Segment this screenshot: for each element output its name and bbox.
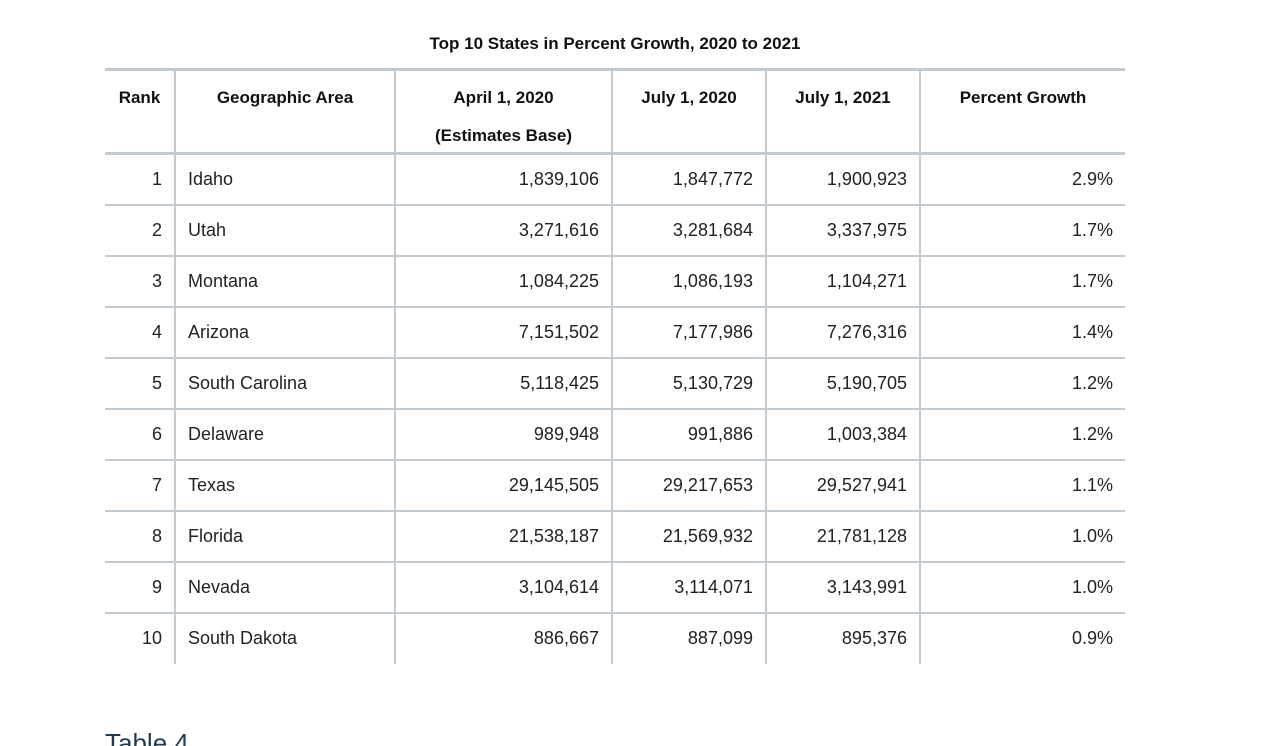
cell-april-2020: 7,151,502 bbox=[394, 306, 612, 358]
cell-april-2020: 3,104,614 bbox=[394, 561, 612, 613]
header-geographic-area: Geographic Area bbox=[174, 69, 395, 154]
header-april-2020-line2: (Estimates Base) bbox=[434, 126, 572, 145]
cell-area: Utah bbox=[174, 204, 395, 256]
table-header: Rank Geographic Area April 1, 2020 (Esti… bbox=[105, 69, 1125, 154]
cell-july-2021: 3,337,975 bbox=[765, 204, 920, 256]
cell-july-2020: 21,569,932 bbox=[611, 510, 766, 562]
table-row: 2 Utah 3,271,616 3,281,684 3,337,975 1.7… bbox=[105, 204, 1125, 256]
table-row: 9 Nevada 3,104,614 3,114,071 3,143,991 1… bbox=[105, 561, 1125, 613]
cell-july-2021: 29,527,941 bbox=[765, 459, 920, 511]
cell-rank: 10 bbox=[141, 628, 162, 648]
cell-rank: 3 bbox=[151, 270, 162, 291]
cell-area: South Dakota bbox=[174, 612, 395, 664]
cell-rank: 9 bbox=[151, 576, 162, 597]
cell-percent-growth: 1.0% bbox=[919, 561, 1125, 613]
cell-rank: 1 bbox=[151, 168, 162, 189]
table-row: 6 Delaware 989,948 991,886 1,003,384 1.2… bbox=[105, 408, 1125, 460]
header-july-2021: July 1, 2021 bbox=[765, 69, 920, 154]
cell-july-2021: 5,190,705 bbox=[765, 357, 920, 409]
cell-area: Montana bbox=[174, 255, 395, 307]
cell-april-2020: 29,145,505 bbox=[394, 459, 612, 511]
header-july-2020: July 1, 2020 bbox=[611, 69, 766, 154]
cell-percent-growth: 1.2% bbox=[919, 357, 1125, 409]
cell-april-2020: 21,538,187 bbox=[394, 510, 612, 562]
cell-area: South Carolina bbox=[174, 357, 395, 409]
cell-july-2021: 7,276,316 bbox=[765, 306, 920, 358]
cell-july-2020: 1,086,193 bbox=[611, 255, 766, 307]
cell-july-2021: 1,104,271 bbox=[765, 255, 920, 307]
cell-july-2021: 1,900,923 bbox=[765, 153, 920, 205]
table-row: 7 Texas 29,145,505 29,217,653 29,527,941… bbox=[105, 459, 1125, 511]
cell-july-2020: 29,217,653 bbox=[611, 459, 766, 511]
cell-percent-growth: 0.9% bbox=[919, 612, 1125, 664]
cell-july-2021: 1,003,384 bbox=[765, 408, 920, 460]
header-row: Rank Geographic Area April 1, 2020 (Esti… bbox=[105, 69, 1125, 154]
header-rank: Rank bbox=[118, 88, 161, 107]
cell-april-2020: 3,271,616 bbox=[394, 204, 612, 256]
cell-july-2020: 3,281,684 bbox=[611, 204, 766, 256]
cell-july-2020: 887,099 bbox=[611, 612, 766, 664]
cell-area: Texas bbox=[174, 459, 395, 511]
next-table-heading: Table 4 bbox=[105, 728, 189, 746]
table-row: 1 Idaho 1,839,106 1,847,772 1,900,923 2.… bbox=[105, 153, 1125, 205]
table-row: 5 South Carolina 5,118,425 5,130,729 5,1… bbox=[105, 357, 1125, 409]
header-april-2020-line1: April 1, 2020 bbox=[453, 88, 554, 107]
cell-rank: 7 bbox=[151, 474, 162, 495]
cell-april-2020: 886,667 bbox=[394, 612, 612, 664]
table-body: 1 Idaho 1,839,106 1,847,772 1,900,923 2.… bbox=[105, 153, 1125, 664]
cell-july-2021: 3,143,991 bbox=[765, 561, 920, 613]
cell-rank: 5 bbox=[151, 372, 162, 393]
cell-april-2020: 1,839,106 bbox=[394, 153, 612, 205]
cell-percent-growth: 2.9% bbox=[919, 153, 1125, 205]
header-percent-growth: Percent Growth bbox=[919, 69, 1125, 154]
cell-july-2020: 991,886 bbox=[611, 408, 766, 460]
table-row: 10 South Dakota 886,667 887,099 895,376 … bbox=[105, 612, 1125, 664]
cell-rank: 4 bbox=[151, 321, 162, 342]
cell-area: Idaho bbox=[174, 153, 395, 205]
cell-july-2020: 7,177,986 bbox=[611, 306, 766, 358]
cell-percent-growth: 1.1% bbox=[919, 459, 1125, 511]
cell-rank: 2 bbox=[151, 219, 162, 240]
cell-april-2020: 1,084,225 bbox=[394, 255, 612, 307]
cell-rank: 8 bbox=[151, 525, 162, 546]
cell-percent-growth: 1.4% bbox=[919, 306, 1125, 358]
cell-july-2020: 3,114,071 bbox=[611, 561, 766, 613]
table-row: 8 Florida 21,538,187 21,569,932 21,781,1… bbox=[105, 510, 1125, 562]
cell-area: Florida bbox=[174, 510, 395, 562]
cell-july-2021: 21,781,128 bbox=[765, 510, 920, 562]
cell-percent-growth: 1.0% bbox=[919, 510, 1125, 562]
cell-percent-growth: 1.7% bbox=[919, 204, 1125, 256]
table-row: 4 Arizona 7,151,502 7,177,986 7,276,316 … bbox=[105, 306, 1125, 358]
table-title: Top 10 States in Percent Growth, 2020 to… bbox=[429, 34, 801, 53]
cell-april-2020: 989,948 bbox=[394, 408, 612, 460]
table-row: 3 Montana 1,084,225 1,086,193 1,104,271 … bbox=[105, 255, 1125, 307]
cell-july-2020: 5,130,729 bbox=[611, 357, 766, 409]
cell-percent-growth: 1.7% bbox=[919, 255, 1125, 307]
cell-april-2020: 5,118,425 bbox=[394, 357, 612, 409]
cell-area: Delaware bbox=[174, 408, 395, 460]
header-april-2020: April 1, 2020 (Estimates Base) bbox=[394, 69, 612, 154]
cell-july-2021: 895,376 bbox=[765, 612, 920, 664]
cell-july-2020: 1,847,772 bbox=[611, 153, 766, 205]
percent-growth-table: Rank Geographic Area April 1, 2020 (Esti… bbox=[105, 68, 1125, 664]
cell-rank: 6 bbox=[151, 423, 162, 444]
cell-area: Nevada bbox=[174, 561, 395, 613]
cell-percent-growth: 1.2% bbox=[919, 408, 1125, 460]
cell-area: Arizona bbox=[174, 306, 395, 358]
